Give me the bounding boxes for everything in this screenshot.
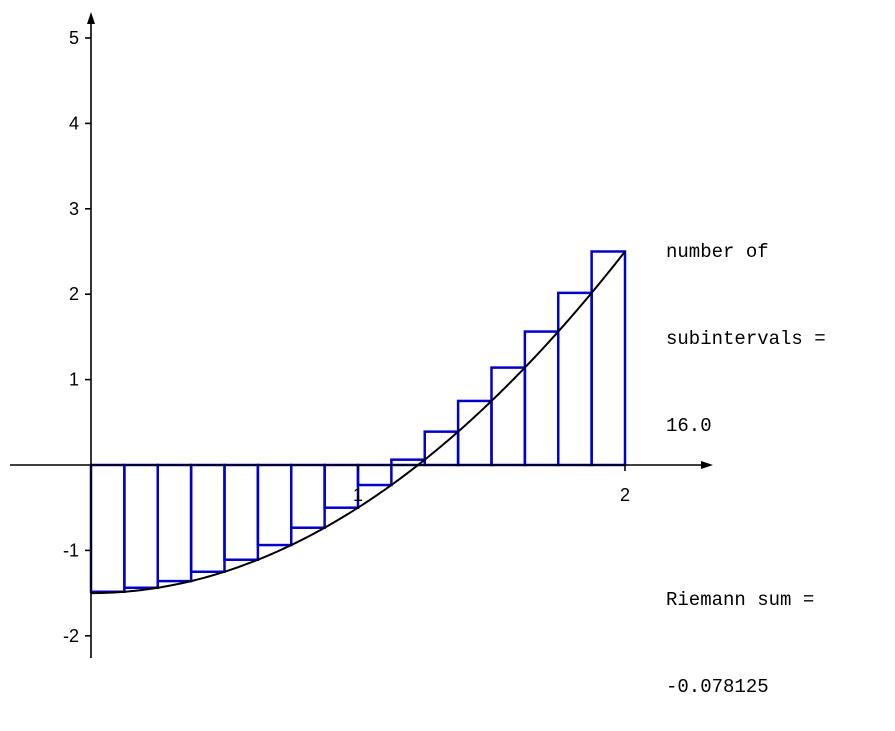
- y-axis-arrow: [87, 12, 95, 24]
- riemann-rectangles: [89, 250, 627, 594]
- info-line-4: Riemann sum =: [666, 589, 815, 611]
- riemann-rect-7: [290, 463, 326, 529]
- riemann-rect-12: [456, 399, 493, 467]
- info-line-2: subintervals =: [666, 328, 826, 350]
- tick-labels: 5 4 3 2 1 -1 -2 1 2: [63, 28, 630, 646]
- riemann-rect-6: [256, 463, 293, 547]
- y-tick-label-1: 1: [69, 370, 79, 390]
- riemann-rect-5: [223, 463, 260, 561]
- y-tick-label--2: -2: [63, 626, 79, 646]
- function-curve-layer: [90, 250, 626, 595]
- riemann-rect-9: [356, 463, 393, 487]
- riemann-rect-16: [590, 250, 627, 467]
- info-panel: number of subintervals = 16.0 Riemann su…: [666, 180, 826, 731]
- x-tick-label-2: 2: [620, 485, 630, 505]
- y-tick-label-5: 5: [69, 28, 79, 48]
- y-tick-label-4: 4: [69, 113, 79, 133]
- info-spacer: [666, 499, 826, 528]
- info-line-1: number of: [666, 241, 769, 263]
- riemann-rect-14: [523, 330, 560, 467]
- riemann-rect-13: [490, 366, 527, 467]
- riemann-rect-4: [189, 463, 226, 573]
- info-line-3: 16.0: [666, 415, 712, 437]
- function-curve: [90, 250, 626, 595]
- riemann-rect-15: [557, 291, 593, 467]
- riemann-rect-3: [156, 463, 193, 583]
- info-line-5: -0.078125: [666, 676, 769, 698]
- y-tick-label-3: 3: [69, 199, 79, 219]
- x-axis-arrow: [701, 461, 713, 469]
- x-tick-label-1: 1: [353, 485, 363, 505]
- riemann-rect-1: [89, 463, 126, 594]
- axes: [10, 12, 713, 658]
- riemann-sum-chart: 5 4 3 2 1 -1 -2 1 2: [10, 12, 713, 658]
- y-tick-label--1: -1: [63, 540, 79, 560]
- riemann-rect-2: [123, 463, 159, 590]
- y-tick-label-2: 2: [69, 284, 79, 304]
